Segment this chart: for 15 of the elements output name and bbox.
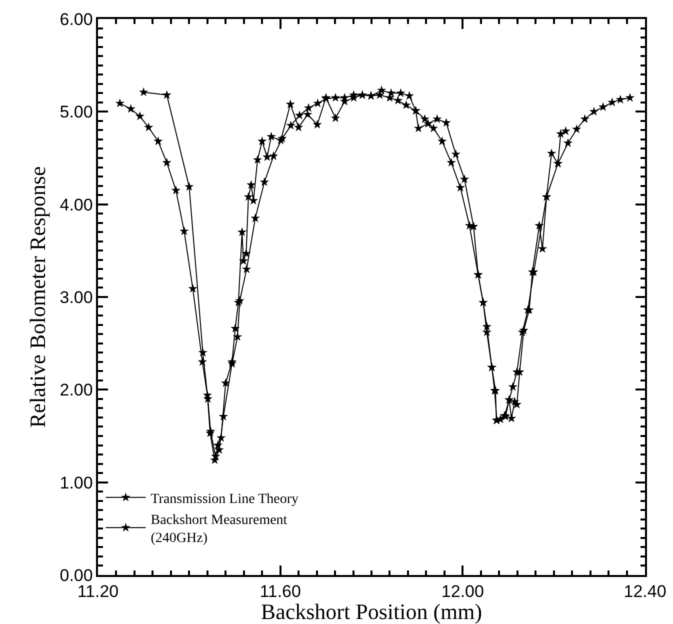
legend-label: Backshort Measurement (240GHz): [150, 513, 288, 546]
y-axis-title: Relative Bolometer Response: [25, 166, 50, 428]
y-tick-label: 4.00: [60, 195, 93, 214]
y-tick-label: 0.00: [60, 566, 93, 585]
y-tick-label: 2.00: [60, 380, 93, 400]
y-tick-label: 5.00: [60, 102, 93, 122]
x-tick-label: 12.40: [624, 582, 666, 602]
x-tick-label: 11.20: [77, 582, 119, 602]
x-tick-label: 11.60: [260, 582, 301, 602]
y-tick-label: 3.00: [60, 288, 93, 307]
y-tick-label: 6.00: [60, 10, 93, 29]
y-tick-label: 1.00: [60, 473, 93, 492]
x-axis-title: Backshort Position (mm): [260, 599, 482, 624]
legend-label: Transmission Line Theory: [150, 492, 299, 507]
x-tick-label: 12.00: [441, 582, 484, 602]
